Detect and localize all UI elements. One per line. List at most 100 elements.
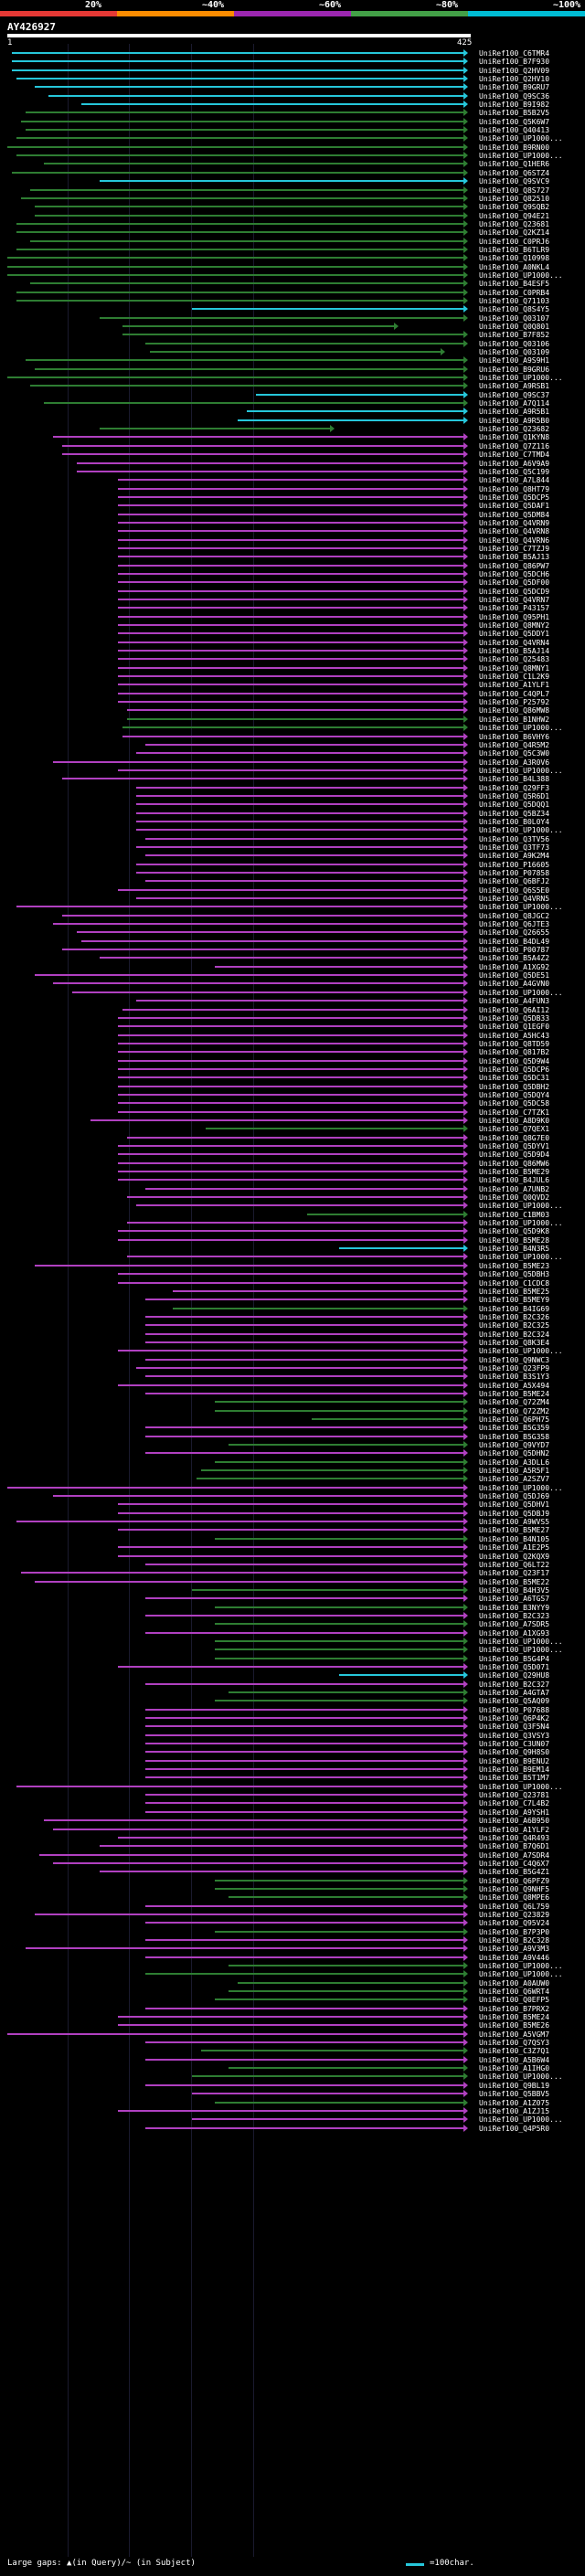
hit-alignment-bar[interactable]: [117, 2024, 463, 2027]
hit-link[interactable]: UniRef100_A4GVN0: [479, 980, 550, 989]
hit-link[interactable]: UniRef100_A3DLL6: [479, 1458, 550, 1467]
hit-alignment-bar[interactable]: [117, 538, 463, 541]
hit-link[interactable]: UniRef100_C0PRB4: [479, 288, 550, 297]
hit-alignment-bar[interactable]: [214, 1998, 463, 2001]
hit-link[interactable]: UniRef100_UP1000...: [479, 1782, 563, 1791]
hit-alignment-bar[interactable]: [256, 393, 463, 396]
hit-link[interactable]: UniRef100_Q5BZ34: [479, 809, 550, 818]
hit-link[interactable]: UniRef100_Q5DCD9: [479, 587, 550, 596]
hit-link[interactable]: UniRef100_Q8S4Y5: [479, 305, 550, 314]
hit-link[interactable]: UniRef100_Q0EFP5: [479, 1996, 550, 2005]
hit-link[interactable]: UniRef100_Q8MNY2: [479, 621, 550, 631]
hit-link[interactable]: UniRef100_Q2HV09: [479, 66, 550, 75]
hit-alignment-bar[interactable]: [191, 2075, 463, 2078]
hit-alignment-bar[interactable]: [117, 641, 463, 643]
hit-alignment-bar[interactable]: [80, 939, 463, 942]
hit-alignment-bar[interactable]: [117, 1102, 463, 1105]
hit-link[interactable]: UniRef100_Q23FP9: [479, 1363, 550, 1373]
hit-alignment-bar[interactable]: [145, 342, 463, 345]
hit-alignment-bar[interactable]: [76, 931, 463, 934]
hit-alignment-bar[interactable]: [127, 1222, 463, 1224]
hit-alignment-bar[interactable]: [122, 1008, 463, 1011]
hit-link[interactable]: UniRef100_Q6PFZ9: [479, 1876, 550, 1885]
hit-link[interactable]: UniRef100_C3UN07: [479, 1740, 550, 1749]
hit-link[interactable]: UniRef100_B4N3R5: [479, 1245, 550, 1254]
hit-alignment-bar[interactable]: [145, 1375, 463, 1378]
hit-link[interactable]: UniRef100_B9EM14: [479, 1765, 550, 1775]
hit-link[interactable]: UniRef100_A1XG92: [479, 962, 550, 971]
hit-link[interactable]: UniRef100_B9ENU2: [479, 1756, 550, 1765]
hit-link[interactable]: UniRef100_A1YLF1: [479, 681, 550, 690]
hit-link[interactable]: UniRef100_Q6PH75: [479, 1415, 550, 1424]
hit-link[interactable]: UniRef100_Q29FF3: [479, 783, 550, 792]
hit-alignment-bar[interactable]: [228, 1444, 463, 1447]
hit-alignment-bar[interactable]: [145, 1426, 463, 1429]
hit-alignment-bar[interactable]: [136, 820, 463, 822]
hit-alignment-bar[interactable]: [99, 316, 463, 319]
hit-link[interactable]: UniRef100_A9R5B1: [479, 408, 550, 417]
hit-alignment-bar[interactable]: [214, 1606, 463, 1608]
hit-link[interactable]: UniRef100_A6V9A9: [479, 459, 550, 468]
hit-alignment-bar[interactable]: [145, 2126, 463, 2129]
hit-alignment-bar[interactable]: [35, 1580, 463, 1583]
hit-link[interactable]: UniRef100_A9RSB1: [479, 382, 550, 391]
hit-link[interactable]: UniRef100_A7L844: [479, 476, 550, 485]
hit-alignment-bar[interactable]: [214, 1401, 463, 1404]
hit-alignment-bar[interactable]: [117, 684, 463, 686]
hit-link[interactable]: UniRef100_Q5DM84: [479, 510, 550, 519]
hit-link[interactable]: UniRef100_Q72ZM4: [479, 1398, 550, 1407]
hit-alignment-bar[interactable]: [99, 1871, 463, 1873]
hit-alignment-bar[interactable]: [26, 111, 463, 114]
hit-alignment-bar[interactable]: [145, 1392, 463, 1394]
hit-alignment-bar[interactable]: [117, 513, 463, 515]
hit-alignment-bar[interactable]: [145, 854, 463, 857]
hit-alignment-bar[interactable]: [338, 1247, 463, 1250]
hit-link[interactable]: UniRef100_B9I982: [479, 101, 550, 110]
hit-link[interactable]: UniRef100_B2C327: [479, 1680, 550, 1689]
hit-alignment-bar[interactable]: [30, 282, 463, 285]
hit-alignment-bar[interactable]: [228, 1691, 463, 1693]
hit-link[interactable]: UniRef100_B5T1M7: [479, 1774, 550, 1783]
hit-alignment-bar[interactable]: [117, 769, 463, 771]
hit-alignment-bar[interactable]: [214, 965, 463, 968]
hit-link[interactable]: UniRef100_B4ESF5: [479, 280, 550, 289]
hit-alignment-bar[interactable]: [53, 982, 463, 985]
hit-alignment-bar[interactable]: [117, 546, 463, 549]
hit-link[interactable]: UniRef100_Q5D9W4: [479, 1056, 550, 1065]
query-id[interactable]: AY426927: [7, 21, 56, 33]
hit-alignment-bar[interactable]: [145, 880, 463, 883]
hit-link[interactable]: UniRef100_Q8K3E4: [479, 1338, 550, 1347]
hit-link[interactable]: UniRef100_B4IG69: [479, 1304, 550, 1313]
hit-alignment-bar[interactable]: [228, 2067, 463, 2070]
hit-alignment-bar[interactable]: [145, 1802, 463, 1805]
hit-link[interactable]: UniRef100_B4JUL6: [479, 1176, 550, 1185]
hit-alignment-bar[interactable]: [145, 2058, 463, 2061]
hit-link[interactable]: UniRef100_Q9H8S0: [479, 1748, 550, 1757]
hit-link[interactable]: UniRef100_Q95PH1: [479, 612, 550, 621]
hit-link[interactable]: UniRef100_B5ME24: [479, 2013, 550, 2022]
hit-alignment-bar[interactable]: [145, 2083, 463, 2086]
hit-alignment-bar[interactable]: [117, 1281, 463, 1284]
hit-alignment-bar[interactable]: [214, 1879, 463, 1882]
hit-link[interactable]: UniRef100_Q6S5E0: [479, 885, 550, 895]
hit-link[interactable]: UniRef100_Q5DHN2: [479, 1449, 550, 1458]
hit-alignment-bar[interactable]: [127, 709, 463, 712]
hit-alignment-bar[interactable]: [145, 1973, 463, 1976]
hit-link[interactable]: UniRef100_P16605: [479, 860, 550, 869]
hit-link[interactable]: UniRef100_Q94E21: [479, 211, 550, 220]
hit-link[interactable]: UniRef100_Q9VYD7: [479, 1441, 550, 1450]
hit-alignment-bar[interactable]: [117, 701, 463, 704]
hit-alignment-bar[interactable]: [127, 1196, 463, 1199]
hit-link[interactable]: UniRef100_Q86MW6: [479, 1159, 550, 1168]
hit-link[interactable]: UniRef100_Q86MW8: [479, 706, 550, 716]
hit-alignment-bar[interactable]: [117, 1085, 463, 1087]
hit-link[interactable]: UniRef100_C1CDC8: [479, 1278, 550, 1288]
hit-link[interactable]: UniRef100_B5ME27: [479, 1526, 550, 1535]
hit-alignment-bar[interactable]: [117, 1836, 463, 1839]
hit-link[interactable]: UniRef100_B7Q6D1: [479, 1842, 550, 1851]
hit-alignment-bar[interactable]: [145, 1708, 463, 1711]
hit-alignment-bar[interactable]: [7, 1486, 463, 1489]
hit-alignment-bar[interactable]: [90, 1118, 463, 1121]
hit-link[interactable]: UniRef100_UP1000...: [479, 1646, 563, 1655]
hit-link[interactable]: UniRef100_B5AJ14: [479, 647, 550, 656]
